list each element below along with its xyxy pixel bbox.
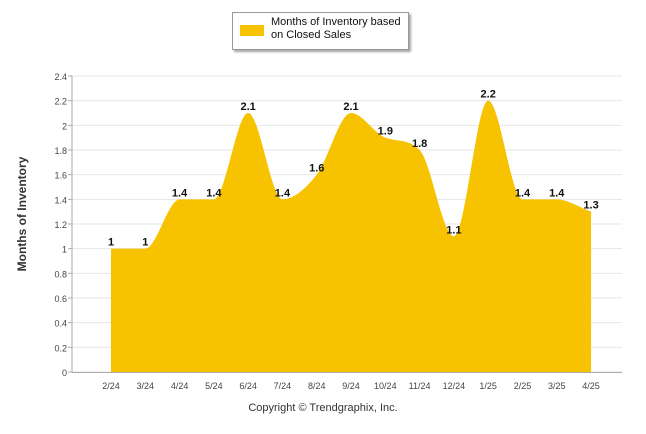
- y-tick-label: 2.2: [54, 97, 67, 107]
- legend: Months of Inventory based on Closed Sale…: [232, 12, 409, 50]
- y-tick-label: 2.4: [54, 72, 67, 82]
- x-tick-label: 9/24: [342, 381, 360, 391]
- data-label: 1.8: [412, 138, 427, 150]
- y-tick-label: 0.6: [54, 294, 67, 304]
- y-tick-label: 1.4: [54, 195, 67, 205]
- y-tick-label: 0.8: [54, 269, 67, 279]
- data-label: 1: [108, 237, 114, 249]
- x-tick-label: 3/25: [548, 381, 566, 391]
- x-tick-label: 6/24: [239, 381, 257, 391]
- y-tick-labels: 0 0.2 0.4 0.6 0.8 1 1.2 1.4 1.6 1.8 2 2.2 2.4: [54, 72, 67, 378]
- data-labels: 1 1 1.4 1.4 2.1 1.4 1.6 2.1 1.9 1.8 1.1 2.2 1.4 1.4 1.…: [108, 89, 599, 249]
- x-tick-label: 10/24: [374, 381, 397, 391]
- data-label: 2.1: [241, 101, 256, 113]
- y-tick-label: 0: [62, 368, 67, 378]
- x-tick-label: 11/24: [409, 381, 431, 391]
- data-label: 1.3: [583, 200, 598, 212]
- data-label: 1.6: [309, 163, 324, 175]
- y-tick-label: 1.2: [54, 220, 67, 230]
- data-label: 1: [142, 237, 148, 249]
- data-label: 1.4: [206, 187, 222, 199]
- x-tick-label: 3/24: [137, 381, 155, 391]
- y-tick-label: 0.2: [54, 343, 67, 353]
- y-tick-label: 1.6: [54, 171, 67, 181]
- x-tick-label: 1/25: [479, 381, 497, 391]
- data-label: 1.4: [275, 187, 291, 199]
- x-tick-label: 4/24: [171, 381, 189, 391]
- data-label: 2.1: [343, 101, 358, 113]
- data-label: 1.4: [549, 187, 565, 199]
- x-tick-labels: 2/24 3/24 4/24 5/24 6/24 7/24 8/24 9/24 10/24 11/…: [102, 381, 600, 391]
- x-tick-label: 2/24: [102, 381, 120, 391]
- copyright-text: Copyright © Trendgraphix, Inc.: [248, 402, 398, 414]
- x-tick-label: 12/24: [443, 381, 466, 391]
- data-label: 2.2: [481, 89, 496, 101]
- axes: [68, 75, 622, 373]
- y-tick-label: 0.4: [54, 319, 67, 329]
- data-label: 1.1: [446, 224, 461, 236]
- data-label: 1.9: [378, 126, 393, 138]
- y-tick-label: 1: [62, 245, 67, 255]
- x-tick-label: 7/24: [274, 381, 292, 391]
- y-tick-label: 1.8: [54, 146, 67, 156]
- x-tick-label: 5/24: [205, 381, 223, 391]
- legend-label: Months of Inventory based on Closed Sale…: [271, 16, 401, 41]
- data-label: 1.4: [172, 187, 188, 199]
- area-fill: [111, 100, 592, 373]
- legend-swatch: [240, 25, 264, 36]
- x-tick-label: 8/24: [308, 381, 326, 391]
- y-axis-title: Months of Inventory: [15, 156, 29, 272]
- x-tick-label: 2/25: [514, 381, 532, 391]
- x-tick-label: 4/25: [582, 381, 600, 391]
- area-series: [111, 100, 592, 373]
- y-tick-label: 2: [62, 121, 67, 131]
- data-label: 1.4: [515, 187, 531, 199]
